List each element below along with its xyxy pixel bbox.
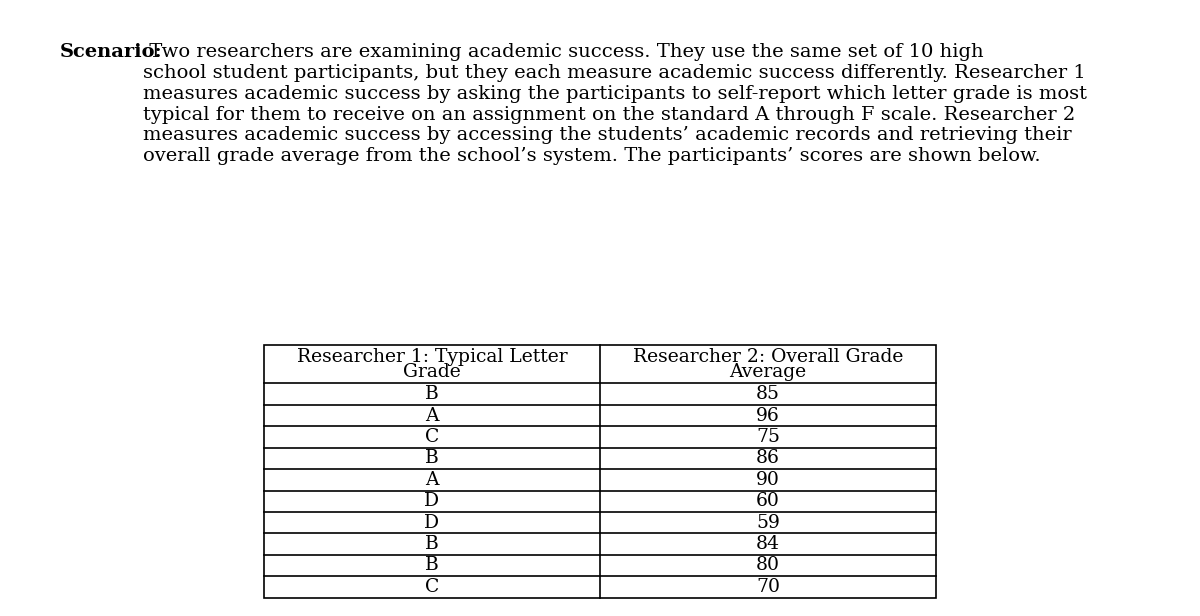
Bar [264, 345, 936, 598]
Text: A: A [425, 471, 439, 489]
Text: 80: 80 [756, 556, 780, 574]
Text: 59: 59 [756, 514, 780, 532]
Text: B: B [425, 535, 439, 553]
Text: 60: 60 [756, 492, 780, 510]
Text: C: C [425, 428, 439, 446]
Text: B: B [425, 450, 439, 468]
Text: 85: 85 [756, 385, 780, 403]
Text: A: A [425, 407, 439, 424]
Text: B: B [425, 556, 439, 574]
Text: Two researchers are examining academic success. They use the same set of 10 high: Two researchers are examining academic s… [143, 43, 1087, 165]
Text: Grade: Grade [403, 363, 461, 381]
Text: 90: 90 [756, 471, 780, 489]
Text: 86: 86 [756, 450, 780, 468]
Text: 70: 70 [756, 578, 780, 596]
Text: 84: 84 [756, 535, 780, 553]
Text: 96: 96 [756, 407, 780, 424]
Text: Scenario:: Scenario: [60, 43, 163, 61]
Text: Researcher 1: Typical Letter: Researcher 1: Typical Letter [296, 348, 568, 366]
Text: Average: Average [730, 363, 806, 381]
Text: B: B [425, 385, 439, 403]
Text: Researcher 2: Overall Grade: Researcher 2: Overall Grade [632, 348, 904, 366]
Text: D: D [425, 492, 439, 510]
Text: 75: 75 [756, 428, 780, 446]
Text: C: C [425, 578, 439, 596]
Text: D: D [425, 514, 439, 532]
